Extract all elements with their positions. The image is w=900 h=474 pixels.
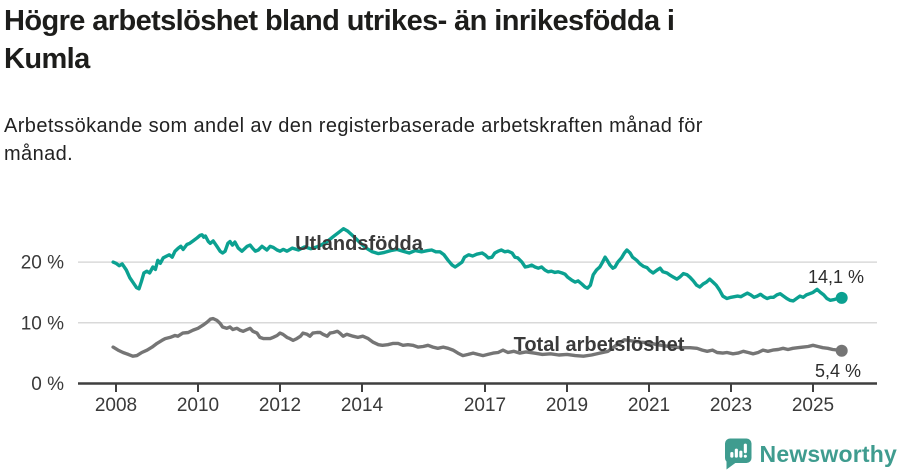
series-label-utlandsf-dda: Utlandsfödda (295, 233, 424, 255)
x-tick-label-2014: 2014 (341, 395, 384, 416)
x-tick-label-2012: 2012 (259, 395, 301, 416)
y-tick-label-10: 10 % (21, 313, 64, 334)
series-label-total-arbetsl-shet: Total arbetslöshet (514, 334, 685, 356)
x-tick-label-2021: 2021 (628, 395, 670, 416)
subtitle-line-2: månad. (4, 143, 74, 165)
x-tick-label-2023: 2023 (710, 395, 752, 416)
x-tick-label-2008: 2008 (95, 395, 137, 416)
chart-subtitle: Arbetssökande som andel av den registerb… (4, 112, 703, 168)
newsworthy-bar-chart-icon (724, 438, 752, 470)
series-end-dot-utlandsf-dda (835, 291, 848, 304)
y-tick-label-20: 20 % (21, 253, 64, 274)
end-value-label-utlandsf-dda: 14,1 % (808, 267, 864, 287)
end-value-label-total-arbetsl-shet: 5,4 % (815, 361, 861, 381)
x-tick-label-2025: 2025 (792, 395, 834, 416)
page-title: Högre arbetslöshet bland utrikes- än inr… (4, 2, 675, 78)
x-tick-label-2019: 2019 (546, 395, 588, 416)
series-line-total-arbetsl-shet (111, 316, 844, 358)
brand-name: Newsworthy (759, 440, 897, 467)
subtitle-line-1: Arbetssökande som andel av den registerb… (4, 115, 703, 137)
newsworthy-logo: Newsworthy (723, 438, 897, 470)
series-end-dot-total-arbetsl-shet (835, 344, 848, 357)
y-tick-label-0: 0 % (31, 374, 64, 395)
x-tick-label-2010: 2010 (177, 395, 219, 416)
title-line-1: Högre arbetslöshet bland utrikes- än inr… (4, 5, 675, 37)
x-tick-label-2017: 2017 (464, 395, 506, 416)
series-line-utlandsf-dda (111, 226, 844, 303)
title-line-2: Kumla (4, 43, 90, 75)
